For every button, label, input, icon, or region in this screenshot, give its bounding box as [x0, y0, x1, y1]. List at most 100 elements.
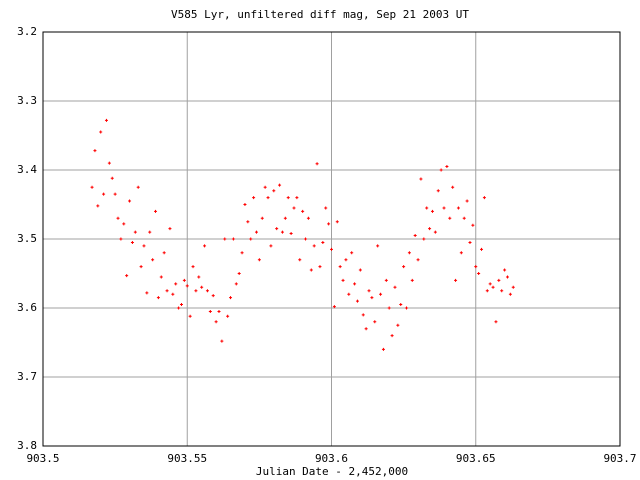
data-point	[462, 216, 466, 220]
data-point	[494, 320, 498, 324]
data-point	[445, 165, 449, 169]
data-point	[471, 223, 475, 227]
data-point	[436, 189, 440, 193]
data-point	[104, 118, 108, 122]
data-point	[390, 334, 394, 338]
y-tick-label: 3.2	[17, 25, 37, 38]
data-point	[185, 284, 189, 288]
data-point	[341, 278, 345, 282]
data-point	[410, 278, 414, 282]
data-point	[168, 227, 172, 231]
y-tick-label: 3.7	[17, 370, 37, 383]
data-point	[154, 209, 158, 213]
data-point	[370, 296, 374, 300]
data-point	[448, 216, 452, 220]
data-point	[402, 265, 406, 269]
data-point	[289, 231, 293, 235]
data-point	[99, 130, 103, 134]
data-point	[474, 265, 478, 269]
data-point	[177, 306, 181, 310]
data-point	[384, 278, 388, 282]
data-point	[454, 278, 458, 282]
data-point	[145, 291, 149, 295]
data-point	[480, 247, 484, 251]
data-point	[425, 206, 429, 210]
data-point	[246, 220, 250, 224]
data-point	[125, 274, 129, 278]
data-point	[217, 309, 221, 313]
data-point	[252, 196, 256, 200]
data-point	[318, 265, 322, 269]
data-point	[405, 306, 409, 310]
data-point	[491, 285, 495, 289]
data-point	[223, 237, 227, 241]
data-point	[396, 323, 400, 327]
data-point	[399, 303, 403, 307]
data-point	[269, 244, 273, 248]
data-point	[130, 240, 134, 244]
data-point	[419, 177, 423, 181]
x-tick-label: 903.65	[456, 452, 496, 465]
data-point	[283, 216, 287, 220]
data-point	[220, 339, 224, 343]
data-point	[254, 230, 258, 234]
data-point	[139, 265, 143, 269]
data-point	[133, 230, 137, 234]
data-point	[298, 258, 302, 262]
data-point	[376, 244, 380, 248]
data-point	[165, 289, 169, 293]
data-point	[156, 296, 160, 300]
data-point	[119, 237, 123, 241]
data-point	[275, 227, 279, 231]
data-point	[355, 299, 359, 303]
data-point	[433, 230, 437, 234]
data-point	[505, 275, 509, 279]
data-point	[208, 309, 212, 313]
y-tick-label: 3.5	[17, 232, 37, 245]
data-point	[278, 183, 282, 187]
data-point	[292, 206, 296, 210]
data-point	[304, 237, 308, 241]
data-point	[488, 282, 492, 286]
data-point	[260, 216, 264, 220]
x-tick-label: 903.55	[167, 452, 207, 465]
data-point	[174, 282, 178, 286]
data-point	[482, 196, 486, 200]
data-point	[295, 196, 299, 200]
data-point	[442, 206, 446, 210]
data-point	[142, 244, 146, 248]
data-point	[367, 289, 371, 293]
chart-title: V585 Lyr, unfiltered diff mag, Sep 21 20…	[171, 8, 469, 21]
data-point	[451, 185, 455, 189]
data-point	[179, 303, 183, 307]
data-point	[107, 161, 111, 165]
data-point	[350, 251, 354, 255]
data-point	[344, 258, 348, 262]
data-point	[347, 292, 351, 296]
data-point	[361, 313, 365, 317]
data-point	[332, 305, 336, 309]
data-point	[211, 294, 215, 298]
data-point	[263, 185, 267, 189]
data-point	[381, 347, 385, 351]
y-tick-label: 3.6	[17, 301, 37, 314]
data-point	[324, 206, 328, 210]
data-point	[243, 203, 247, 206]
data-point	[116, 216, 120, 220]
data-point	[321, 240, 325, 244]
data-point	[96, 204, 100, 208]
data-point	[182, 278, 186, 282]
data-point	[148, 230, 152, 234]
data-point	[102, 192, 106, 196]
data-point	[468, 240, 472, 244]
data-point	[205, 289, 209, 293]
data-point	[315, 162, 319, 166]
data-point	[459, 251, 463, 255]
data-point	[128, 199, 132, 203]
data-point	[500, 289, 504, 293]
data-point	[373, 320, 377, 324]
data-point	[240, 251, 244, 255]
